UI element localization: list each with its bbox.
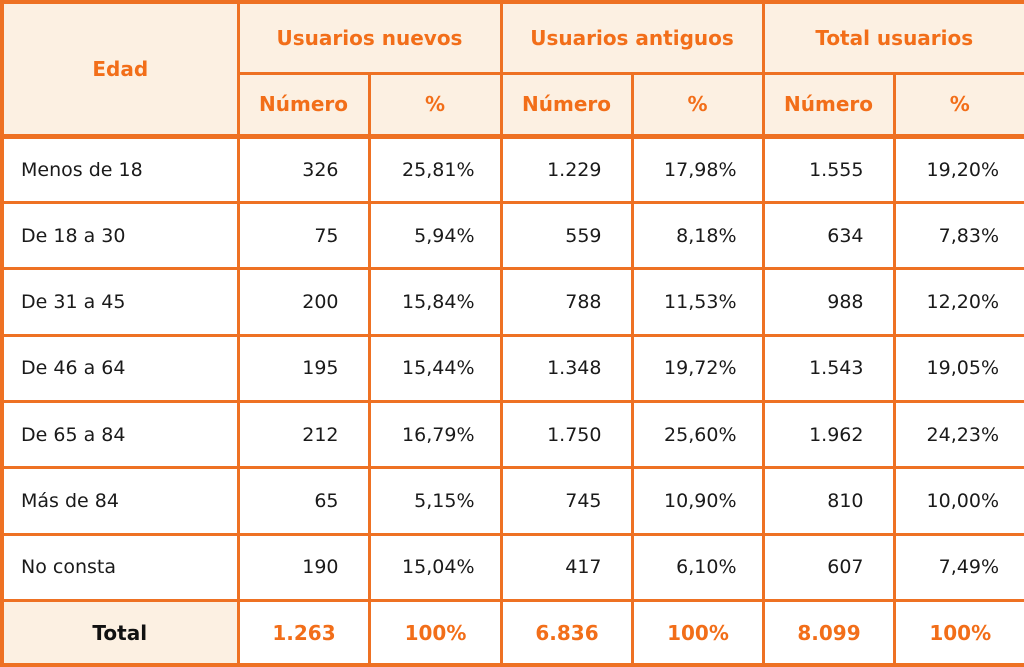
table-row: Más de 84 65 5,15% 745 10,90% 810 10,00% xyxy=(0,466,1024,536)
header-total-usuarios: Total usuarios xyxy=(761,0,1024,75)
cell-antiguos-pct: 8,18% xyxy=(630,200,765,271)
table-row: De 65 a 84 212 16,79% 1.750 25,60% 1.962… xyxy=(0,399,1024,470)
cell-total-pct: 19,05% xyxy=(892,333,1024,404)
total-row: Total 1.263 100% 6.836 100% 8.099 100% xyxy=(0,599,1024,667)
subheader-total-pct: % xyxy=(892,71,1024,139)
cell-nuevos-pct: 15,44% xyxy=(367,333,503,404)
cell-antiguos-numero: 1.229 xyxy=(499,134,634,204)
cell-antiguos-pct: 11,53% xyxy=(630,267,765,337)
row-label: De 18 a 30 xyxy=(0,200,240,271)
cell-nuevos-numero: 200 xyxy=(236,267,371,337)
cell-total-pct: 24,23% xyxy=(892,399,1024,470)
total-nuevos-pct: 100% xyxy=(367,599,503,667)
total-nuevos-numero: 1.263 xyxy=(236,599,371,667)
table-body: Menos de 18 326 25,81% 1.229 17,98% 1.55… xyxy=(0,134,1024,667)
table-row: De 31 a 45 200 15,84% 788 11,53% 988 12,… xyxy=(0,267,1024,337)
sub-header-row: Número % Número % Número % xyxy=(2,71,1024,139)
cell-total-numero: 1.962 xyxy=(761,399,896,470)
cell-antiguos-numero: 1.750 xyxy=(499,399,634,470)
cell-nuevos-numero: 195 xyxy=(236,333,371,404)
table-row: No consta 190 15,04% 417 6,10% 607 7,49% xyxy=(0,532,1024,603)
row-label: De 65 a 84 xyxy=(0,399,240,470)
table-row: Menos de 18 326 25,81% 1.229 17,98% 1.55… xyxy=(0,134,1024,204)
subheader-nuevos-pct: % xyxy=(367,71,503,139)
cell-antiguos-numero: 1.348 xyxy=(499,333,634,404)
cell-nuevos-numero: 190 xyxy=(236,532,371,603)
cell-nuevos-numero: 212 xyxy=(236,399,371,470)
cell-total-numero: 607 xyxy=(761,532,896,603)
cell-nuevos-pct: 15,04% xyxy=(367,532,503,603)
group-header-row: Edad Usuarios nuevos Usuarios antiguos T… xyxy=(0,0,1024,139)
cell-antiguos-pct: 19,72% xyxy=(630,333,765,404)
cell-nuevos-pct: 16,79% xyxy=(367,399,503,470)
subheader-antiguos-pct: % xyxy=(630,71,765,139)
cell-nuevos-pct: 25,81% xyxy=(367,134,503,204)
cell-nuevos-numero: 326 xyxy=(236,134,371,204)
cell-antiguos-pct: 25,60% xyxy=(630,399,765,470)
cell-total-numero: 810 xyxy=(761,466,896,536)
subheader-total-numero: Número xyxy=(761,71,896,139)
cell-nuevos-pct: 5,94% xyxy=(367,200,503,271)
cell-total-numero: 1.555 xyxy=(761,134,896,204)
table-row: De 18 a 30 75 5,94% 559 8,18% 634 7,83% xyxy=(0,200,1024,271)
cell-total-pct: 12,20% xyxy=(892,267,1024,337)
cell-total-numero: 1.543 xyxy=(761,333,896,404)
subheader-antiguos-numero: Número xyxy=(499,71,634,139)
cell-antiguos-numero: 788 xyxy=(499,267,634,337)
cell-total-pct: 10,00% xyxy=(892,466,1024,536)
cell-antiguos-numero: 745 xyxy=(499,466,634,536)
cell-nuevos-numero: 75 xyxy=(236,200,371,271)
cell-antiguos-pct: 6,10% xyxy=(630,532,765,603)
cell-antiguos-pct: 17,98% xyxy=(630,134,765,204)
total-antiguos-numero: 6.836 xyxy=(499,599,634,667)
total-antiguos-pct: 100% xyxy=(630,599,765,667)
header-usuarios-nuevos: Usuarios nuevos xyxy=(236,0,503,75)
cell-nuevos-numero: 65 xyxy=(236,466,371,536)
row-label: De 31 a 45 xyxy=(0,267,240,337)
cell-total-numero: 988 xyxy=(761,267,896,337)
row-label: No consta xyxy=(0,532,240,603)
total-total-pct: 100% xyxy=(892,599,1024,667)
cell-antiguos-numero: 559 xyxy=(499,200,634,271)
cell-nuevos-pct: 15,84% xyxy=(367,267,503,337)
row-label: Más de 84 xyxy=(0,466,240,536)
row-label: De 46 a 64 xyxy=(0,333,240,404)
total-total-numero: 8.099 xyxy=(761,599,896,667)
table-row: De 46 a 64 195 15,44% 1.348 19,72% 1.543… xyxy=(0,333,1024,404)
table-header: Edad Usuarios nuevos Usuarios antiguos T… xyxy=(0,0,1024,139)
cell-nuevos-pct: 5,15% xyxy=(367,466,503,536)
cell-antiguos-numero: 417 xyxy=(499,532,634,603)
cell-total-pct: 19,20% xyxy=(892,134,1024,204)
cell-total-numero: 634 xyxy=(761,200,896,271)
header-edad: Edad xyxy=(0,0,240,139)
cell-antiguos-pct: 10,90% xyxy=(630,466,765,536)
cell-total-pct: 7,49% xyxy=(892,532,1024,603)
row-label: Menos de 18 xyxy=(0,134,240,204)
subheader-nuevos-numero: Número xyxy=(236,71,371,139)
cell-total-pct: 7,83% xyxy=(892,200,1024,271)
total-label: Total xyxy=(0,599,240,667)
header-usuarios-antiguos: Usuarios antiguos xyxy=(499,0,765,75)
